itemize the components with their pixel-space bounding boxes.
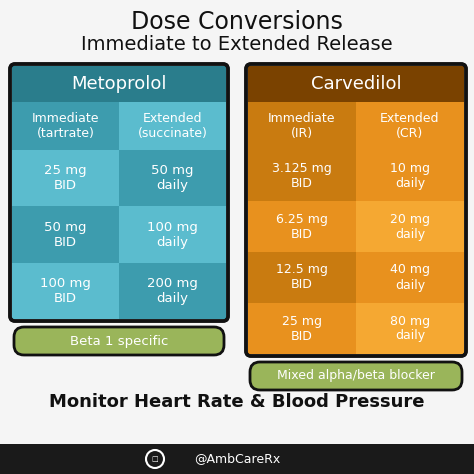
FancyBboxPatch shape	[356, 102, 464, 150]
Text: 20 mg
daily: 20 mg daily	[390, 212, 430, 240]
FancyBboxPatch shape	[119, 206, 226, 263]
Text: Extended
(CR): Extended (CR)	[380, 112, 440, 140]
Text: Immediate to Extended Release: Immediate to Extended Release	[81, 35, 393, 54]
FancyBboxPatch shape	[14, 327, 224, 355]
Text: 50 mg
daily: 50 mg daily	[151, 164, 194, 192]
Text: 6.25 mg
BID: 6.25 mg BID	[276, 212, 328, 240]
FancyBboxPatch shape	[248, 303, 356, 354]
FancyBboxPatch shape	[12, 66, 226, 102]
Text: 3.125 mg
BID: 3.125 mg BID	[272, 162, 332, 190]
Text: 80 mg
daily: 80 mg daily	[390, 315, 430, 343]
Text: 25 mg
BID: 25 mg BID	[282, 315, 322, 343]
Text: @AmbCareRx: @AmbCareRx	[194, 453, 280, 465]
FancyBboxPatch shape	[356, 252, 464, 303]
FancyBboxPatch shape	[12, 150, 119, 206]
FancyBboxPatch shape	[12, 206, 119, 263]
FancyBboxPatch shape	[12, 102, 119, 150]
FancyBboxPatch shape	[248, 201, 356, 252]
Text: Mixed alpha/beta blocker: Mixed alpha/beta blocker	[277, 370, 435, 383]
FancyBboxPatch shape	[250, 362, 462, 390]
FancyBboxPatch shape	[248, 102, 356, 150]
FancyBboxPatch shape	[119, 150, 226, 206]
Text: Beta 1 specific: Beta 1 specific	[70, 335, 168, 347]
Text: 10 mg
daily: 10 mg daily	[390, 162, 430, 190]
FancyBboxPatch shape	[356, 150, 464, 201]
Text: Immediate
(tartrate): Immediate (tartrate)	[32, 112, 99, 140]
FancyBboxPatch shape	[356, 201, 464, 252]
Text: 100 mg
BID: 100 mg BID	[40, 277, 91, 305]
Text: 12.5 mg
BID: 12.5 mg BID	[276, 264, 328, 292]
Text: 200 mg
daily: 200 mg daily	[147, 277, 198, 305]
Text: Immediate
(IR): Immediate (IR)	[268, 112, 336, 140]
FancyBboxPatch shape	[12, 263, 119, 319]
FancyBboxPatch shape	[119, 102, 226, 150]
FancyBboxPatch shape	[248, 150, 356, 201]
FancyBboxPatch shape	[248, 66, 464, 102]
FancyBboxPatch shape	[119, 263, 226, 319]
Text: Monitor Heart Rate & Blood Pressure: Monitor Heart Rate & Blood Pressure	[49, 393, 425, 411]
Text: 100 mg
daily: 100 mg daily	[147, 220, 198, 248]
Text: 25 mg
BID: 25 mg BID	[44, 164, 87, 192]
FancyBboxPatch shape	[0, 444, 474, 474]
Text: 40 mg
daily: 40 mg daily	[390, 264, 430, 292]
FancyBboxPatch shape	[356, 303, 464, 354]
Text: Dose Conversions: Dose Conversions	[131, 10, 343, 34]
Text: Metoprolol: Metoprolol	[71, 75, 167, 93]
Text: 50 mg
BID: 50 mg BID	[44, 220, 87, 248]
FancyBboxPatch shape	[248, 252, 356, 303]
Text: Extended
(succinate): Extended (succinate)	[137, 112, 208, 140]
Text: Carvedilol: Carvedilol	[310, 75, 401, 93]
Text: □: □	[152, 456, 158, 462]
